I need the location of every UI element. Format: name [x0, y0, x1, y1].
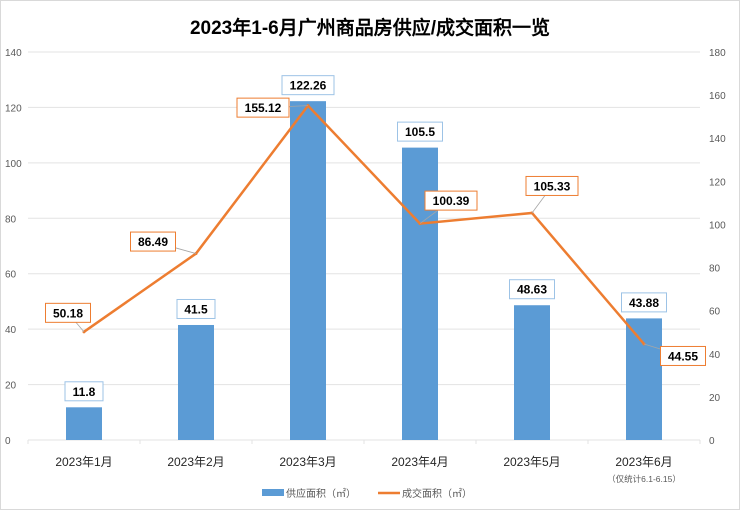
y-right-tick-label: 160	[709, 91, 726, 102]
data-label: 48.63	[517, 283, 547, 297]
y-right-tick-label: 20	[709, 393, 721, 404]
data-label-box	[236, 97, 290, 118]
y-left-tick-label: 40	[5, 325, 17, 336]
legend: 供应面积（㎡） 成交面积（㎡）	[262, 487, 472, 500]
y-left-tick-label: 80	[5, 214, 17, 225]
bar-supply	[66, 407, 102, 440]
y-left-tick-label: 0	[5, 436, 11, 447]
x-tick-label: 2023年3月	[279, 455, 336, 469]
data-label: 105.33	[534, 179, 571, 193]
y-right-tick-label: 60	[709, 307, 721, 318]
y-right-tick-label: 100	[709, 220, 726, 231]
data-label-box	[660, 345, 706, 366]
legend-label-deal: 成交面积（㎡）	[402, 487, 472, 500]
data-label: 11.8	[73, 385, 96, 399]
line-deal	[83, 103, 645, 345]
data-label: 86.49	[138, 235, 168, 249]
data-label-box	[397, 121, 443, 142]
data-label-box	[621, 292, 667, 313]
y-right-tick-label: 80	[709, 264, 721, 275]
y-left-tick-label: 120	[5, 103, 22, 114]
y-left-tick-label: 100	[5, 159, 22, 170]
y-left-tick-label: 60	[5, 270, 17, 281]
x-tick-label: 2023年6月	[615, 455, 672, 469]
bar-supply	[178, 324, 214, 440]
bar-supply	[626, 318, 662, 440]
y-right-tick-label: 180	[709, 48, 726, 59]
x-tick-label: 2023年5月	[503, 455, 560, 469]
data-label: 41.5	[184, 302, 208, 316]
x-tick-label: 2023年4月	[391, 455, 448, 469]
legend-label-supply: 供应面积（㎡）	[286, 487, 356, 500]
data-label: 50.18	[53, 306, 83, 320]
y-left-tick-label: 140	[5, 48, 22, 59]
chart-title: 2023年1-6月广州商品房供应/成交面积一览	[190, 16, 550, 39]
data-label-box	[130, 231, 176, 252]
data-label: 100.39	[433, 194, 470, 208]
data-label: 43.88	[629, 296, 659, 310]
data-label: 105.5	[405, 125, 435, 139]
data-label: 44.55	[668, 349, 698, 363]
data-label-box	[45, 302, 91, 323]
y-right-tick-label: 0	[709, 436, 715, 447]
data-label: 155.12	[245, 101, 282, 115]
data-label: 122.26	[290, 79, 327, 93]
bar-supply	[290, 101, 326, 440]
x-tick-label: 2023年2月	[167, 455, 224, 469]
y-left-tick-label: 20	[5, 381, 17, 392]
bar-supply	[514, 305, 550, 440]
data-label-box	[525, 175, 579, 196]
y-right-tick-label: 40	[709, 350, 721, 361]
data-label-box	[281, 75, 335, 96]
x-tick-label: 2023年1月	[55, 455, 112, 469]
y-right-tick-label: 120	[709, 177, 726, 188]
x-tick-note: （仅统计6.1-6.15）	[607, 474, 681, 484]
data-label-box	[424, 190, 478, 211]
legend-swatch-supply	[262, 489, 284, 496]
data-label-box	[509, 279, 555, 300]
y-right-tick-label: 140	[709, 134, 726, 145]
data-label-box	[176, 298, 216, 319]
data-label-box	[64, 381, 104, 402]
